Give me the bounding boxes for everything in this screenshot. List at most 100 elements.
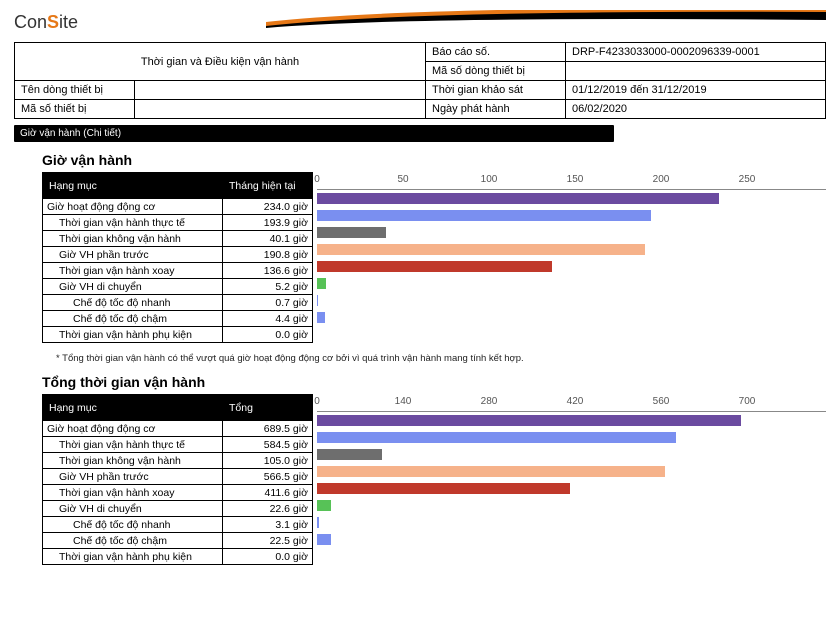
bar xyxy=(317,261,552,272)
table-row: Giờ hoạt động động cơ689.5 giờ xyxy=(43,421,313,437)
table-row: Thời gian vận hành thực tế193.9 giờ xyxy=(43,215,313,231)
bar-row xyxy=(317,326,826,343)
bar-row xyxy=(317,412,826,429)
axis-tick: 420 xyxy=(567,396,584,407)
brand-accent: S xyxy=(47,12,59,32)
bar xyxy=(317,483,570,494)
table-row: Thời gian không vận hành105.0 giờ xyxy=(43,453,313,469)
table-row: Chế độ tốc độ chậm22.5 giờ xyxy=(43,533,313,549)
bar-row xyxy=(317,514,826,531)
bar-row xyxy=(317,548,826,565)
row-value: 0.0 giờ xyxy=(223,549,313,565)
value-issue-date: 06/02/2020 xyxy=(566,100,826,119)
axis-tick: 700 xyxy=(739,396,756,407)
table-row: Thời gian không vận hành40.1 giờ xyxy=(43,231,313,247)
row-label: Giờ VH phần trước xyxy=(43,247,223,263)
bar-row xyxy=(317,241,826,258)
value-model-name xyxy=(135,81,426,100)
table-row: Thời gian vận hành phụ kiện0.0 giờ xyxy=(43,549,313,565)
table-row: Thời gian vận hành thực tế584.5 giờ xyxy=(43,437,313,453)
row-value: 0.7 giờ xyxy=(223,295,313,311)
row-label: Chế độ tốc độ chậm xyxy=(43,533,223,549)
value-machine-code xyxy=(135,100,426,119)
bar-row xyxy=(317,258,826,275)
brand-post: ite xyxy=(59,12,78,32)
row-value: 4.4 giờ xyxy=(223,311,313,327)
axis-tick: 140 xyxy=(395,396,412,407)
bars xyxy=(317,412,826,565)
bar xyxy=(317,466,665,477)
row-label: Chế độ tốc độ nhanh xyxy=(43,517,223,533)
row-value: 190.8 giờ xyxy=(223,247,313,263)
table-row: Giờ VH phần trước190.8 giờ xyxy=(43,247,313,263)
bar-row xyxy=(317,446,826,463)
bar-row xyxy=(317,531,826,548)
axis-tick: 0 xyxy=(314,396,320,407)
table-row: Giờ hoạt động động cơ234.0 giờ xyxy=(43,199,313,215)
row-label: Thời gian không vận hành xyxy=(43,231,223,247)
label-model-name: Tên dòng thiết bị xyxy=(15,81,135,100)
row-value: 689.5 giờ xyxy=(223,421,313,437)
chart-block: Hạng mụcTổngGiờ hoạt động động cơ689.5 g… xyxy=(42,394,826,565)
brand-logo: ConSite xyxy=(14,12,78,33)
table-row: Giờ VH di chuyển5.2 giờ xyxy=(43,279,313,295)
bar-row xyxy=(317,190,826,207)
bar xyxy=(317,210,651,221)
row-label: Chế độ tốc độ chậm xyxy=(43,311,223,327)
label-machine-code: Mã số thiết bị xyxy=(15,100,135,119)
table-row: Chế độ tốc độ nhanh0.7 giờ xyxy=(43,295,313,311)
value-report-no: DRP-F4233033000-0002096339-0001 xyxy=(566,43,826,62)
bar xyxy=(317,278,326,289)
row-value: 5.2 giờ xyxy=(223,279,313,295)
brand-pre: Con xyxy=(14,12,47,32)
axis-tick: 280 xyxy=(481,396,498,407)
bar-row xyxy=(317,207,826,224)
bar xyxy=(317,432,676,443)
label-survey-period: Thời gian khảo sát xyxy=(426,81,566,100)
row-label: Thời gian vận hành phụ kiện xyxy=(43,327,223,343)
row-label: Thời gian vận hành xoay xyxy=(43,263,223,279)
table-row: Giờ VH di chuyển22.6 giờ xyxy=(43,501,313,517)
row-value: 411.6 giờ xyxy=(223,485,313,501)
value-survey-period: 01/12/2019 đến 31/12/2019 xyxy=(566,81,826,100)
row-label: Chế độ tốc độ nhanh xyxy=(43,295,223,311)
row-label: Thời gian vận hành thực tế xyxy=(43,437,223,453)
bar-row xyxy=(317,480,826,497)
row-label: Giờ VH di chuyển xyxy=(43,501,223,517)
row-label: Giờ hoạt động động cơ xyxy=(43,421,223,437)
axis-tick: 250 xyxy=(739,174,756,185)
bar xyxy=(317,295,318,306)
bar xyxy=(317,449,382,460)
bar xyxy=(317,193,719,204)
table-row: Thời gian vận hành xoay136.6 giờ xyxy=(43,263,313,279)
table-row: Chế độ tốc độ nhanh3.1 giờ xyxy=(43,517,313,533)
table-row: Thời gian vận hành phụ kiện0.0 giờ xyxy=(43,327,313,343)
footnote: * Tổng thời gian vận hành có thể vượt qu… xyxy=(56,353,826,364)
x-axis: 050100150200250 xyxy=(317,172,826,190)
row-value: 234.0 giờ xyxy=(223,199,313,215)
row-label: Thời gian vận hành thực tế xyxy=(43,215,223,231)
bar-row xyxy=(317,309,826,326)
table-row: Thời gian vận hành xoay411.6 giờ xyxy=(43,485,313,501)
chart-title: Tổng thời gian vận hành xyxy=(42,374,826,390)
bar xyxy=(317,244,645,255)
col-value: Tổng xyxy=(223,395,313,421)
data-table: Hạng mụcTổngGiờ hoạt động động cơ689.5 g… xyxy=(42,394,313,565)
row-label: Giờ hoạt động động cơ xyxy=(43,199,223,215)
bar-row xyxy=(317,275,826,292)
report-title: Thời gian và Điều kiện vận hành xyxy=(15,43,426,81)
row-label: Thời gian vận hành xoay xyxy=(43,485,223,501)
row-value: 22.6 giờ xyxy=(223,501,313,517)
row-value: 136.6 giờ xyxy=(223,263,313,279)
bar-chart: 0140280420560700 xyxy=(317,394,826,565)
row-value: 584.5 giờ xyxy=(223,437,313,453)
x-axis: 0140280420560700 xyxy=(317,394,826,412)
axis-tick: 0 xyxy=(314,174,320,185)
value-model-code xyxy=(566,62,826,81)
chart-title: Giờ vận hành xyxy=(42,152,826,168)
row-value: 3.1 giờ xyxy=(223,517,313,533)
bar-row xyxy=(317,463,826,480)
bars xyxy=(317,190,826,343)
row-value: 193.9 giờ xyxy=(223,215,313,231)
axis-tick: 50 xyxy=(397,174,408,185)
